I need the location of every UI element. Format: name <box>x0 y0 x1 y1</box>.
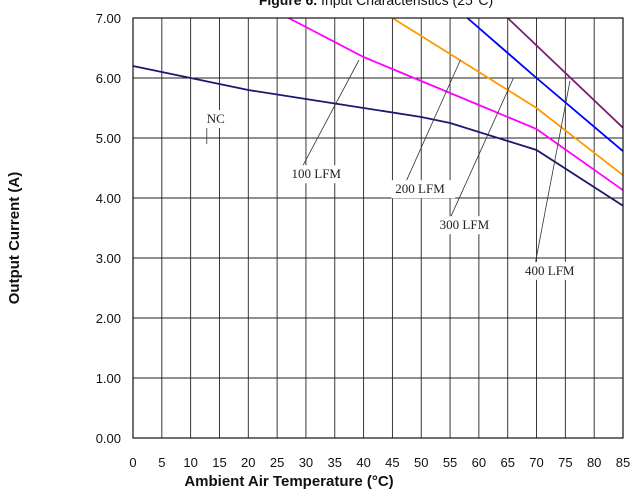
y-tick-label: 2.00 <box>96 311 121 326</box>
x-tick-label: 60 <box>472 455 486 470</box>
x-tick-label: 85 <box>616 455 630 470</box>
x-axis-title: Ambient Air Temperature (°C) <box>184 473 393 490</box>
annotation-label-bg <box>287 165 352 184</box>
annotation-leader-1 <box>301 59 360 169</box>
y-tick-label: 4.00 <box>96 191 121 206</box>
x-tick-label: 65 <box>500 455 514 470</box>
annotation-leader-2 <box>404 59 461 184</box>
x-tick-label: 15 <box>212 455 226 470</box>
series-lines <box>132 17 624 207</box>
annotation-leader-3 <box>449 77 514 220</box>
x-tick-label: 10 <box>183 455 197 470</box>
y-tick-label: 5.00 <box>96 131 121 146</box>
y-tick-labels: 0.00 1.00 2.00 3.00 4.00 5.00 6.00 7.00 <box>96 11 121 446</box>
annotation-label-nc: NC <box>207 111 225 126</box>
x-tick-label: 55 <box>443 455 457 470</box>
y-tick-label: 0.00 <box>96 431 121 446</box>
annotation-leader-4 <box>534 80 571 265</box>
annotation-label-bg <box>391 180 456 199</box>
x-tick-label: 50 <box>414 455 428 470</box>
y-tick-label: 1.00 <box>96 371 121 386</box>
x-tick-label: 30 <box>299 455 313 470</box>
x-tick-label: 25 <box>270 455 284 470</box>
y-tick-label: 6.00 <box>96 71 121 86</box>
y-tick-label: 3.00 <box>96 251 121 266</box>
chart-title-text: Input Characteristics (25°C) <box>317 0 493 8</box>
series-line-300-lfm <box>466 17 624 152</box>
x-tick-labels: 0 5 10 15 20 25 30 35 40 45 50 55 60 65 70 75 80 85 <box>129 455 630 470</box>
series-line-400-lfm <box>507 17 624 129</box>
series-annotations: NC 100 LFM 200 LFM 300 LFM 400 LFM <box>202 110 585 280</box>
x-tick-label: 0 <box>129 455 136 470</box>
x-tick-label: 35 <box>328 455 342 470</box>
x-tick-label: 70 <box>529 455 543 470</box>
annotation-label-bg <box>202 110 227 128</box>
chart-title: Figure 6. Input Characteristics (25°C) <box>259 0 493 8</box>
x-tick-label: 80 <box>587 455 601 470</box>
y-tick-label: 7.00 <box>96 11 121 26</box>
x-tick-label: 20 <box>241 455 255 470</box>
annotation-label-bg <box>435 216 500 235</box>
y-axis-title: Output Current (A) <box>6 172 23 304</box>
x-tick-label: 45 <box>385 455 399 470</box>
annotation-label-400-lfm: 400 LFM <box>525 263 575 278</box>
annotation-label-300-lfm: 300 LFM <box>440 217 490 232</box>
annotation-label-100-lfm: 100 LFM <box>292 166 342 181</box>
x-tick-label: 40 <box>356 455 370 470</box>
series-line-200-lfm <box>391 17 624 176</box>
series-line-nc <box>132 65 624 207</box>
x-tick-label: 5 <box>158 455 165 470</box>
series-line-100-lfm <box>288 17 624 191</box>
annotation-leader-lines <box>206 59 571 265</box>
chart-title-prefix: Figure 6. <box>259 0 317 8</box>
annotation-label-bg <box>521 261 585 280</box>
plot-frame <box>132 17 624 439</box>
x-tick-label: 75 <box>558 455 572 470</box>
annotation-label-200-lfm: 200 LFM <box>395 181 445 196</box>
